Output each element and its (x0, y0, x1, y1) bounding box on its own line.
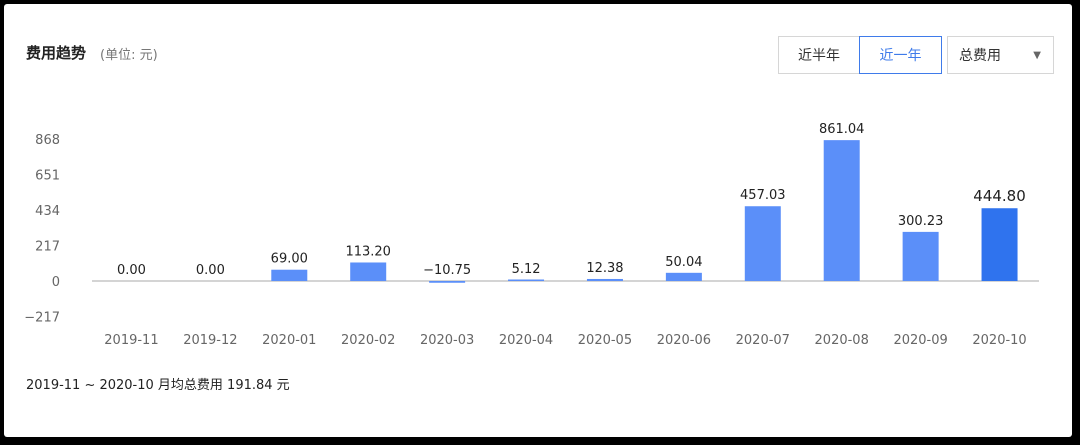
x-tick-label: 2020-08 (815, 333, 869, 348)
monthly-average-summary: 2019-11 ~ 2020-10 月均总费用 191.84 元 (26, 378, 290, 393)
cost-trend-bar-chart: 868 651 434 217 0 −217 0.00 2019-11 0.00 2019-12 6… (24, 122, 1039, 348)
y-tick-label: 434 (35, 204, 60, 219)
bar (429, 281, 466, 283)
data-label: −10.75 (423, 263, 471, 278)
y-tick-label: 651 (35, 169, 60, 184)
data-label: 300.23 (898, 214, 944, 229)
range-half-year-button[interactable]: 近半年 (778, 36, 860, 74)
chevron-down-icon: ▼ (1033, 50, 1041, 61)
x-tick-label: 2020-06 (657, 333, 711, 348)
y-tick-label: 868 (35, 133, 60, 148)
x-tick-label: 2020-07 (736, 333, 790, 348)
x-tick-label: 2020-09 (893, 333, 947, 348)
bar (823, 140, 860, 281)
data-label: 444.80 (973, 187, 1026, 205)
unit-label: (单位: 元) (100, 48, 158, 63)
data-label: 0.00 (196, 263, 225, 278)
x-tick-label: 2020-03 (420, 333, 474, 348)
data-label: 12.38 (586, 261, 623, 276)
metric-select[interactable]: 总费用 ▼ (947, 36, 1054, 74)
bar (350, 262, 387, 281)
x-tick-label: 2020-01 (262, 333, 316, 348)
y-tick-label: −217 (24, 311, 60, 326)
data-label: 113.20 (345, 244, 391, 259)
range-one-year-button[interactable]: 近一年 (859, 36, 942, 74)
y-tick-label: 217 (35, 240, 60, 255)
bar (744, 206, 781, 281)
bar (902, 231, 939, 281)
data-label: 69.00 (271, 252, 308, 267)
metric-select-value: 总费用 (959, 48, 1001, 64)
data-label: 457.03 (740, 188, 786, 203)
card-title: 费用趋势 (26, 44, 87, 62)
data-label: 5.12 (512, 262, 541, 277)
data-label: 50.04 (665, 255, 702, 270)
x-tick-label: 2020-04 (499, 333, 553, 348)
bar (586, 278, 623, 281)
bar (665, 272, 702, 281)
data-label: 0.00 (117, 263, 146, 278)
x-tick-label: 2020-10 (972, 333, 1026, 348)
x-tick-label: 2019-11 (104, 333, 158, 348)
bar (271, 269, 308, 281)
y-tick-label: 0 (52, 275, 60, 290)
x-tick-label: 2020-05 (578, 333, 632, 348)
cost-trend-card: 费用趋势 (单位: 元) 近半年 近一年 总费用 ▼ 868 651 434 217 0… (4, 4, 1072, 437)
bar (508, 279, 545, 281)
x-tick-label: 2020-02 (341, 333, 395, 348)
bar (981, 208, 1018, 281)
x-tick-label: 2019-12 (183, 333, 237, 348)
data-label: 861.04 (819, 122, 865, 137)
